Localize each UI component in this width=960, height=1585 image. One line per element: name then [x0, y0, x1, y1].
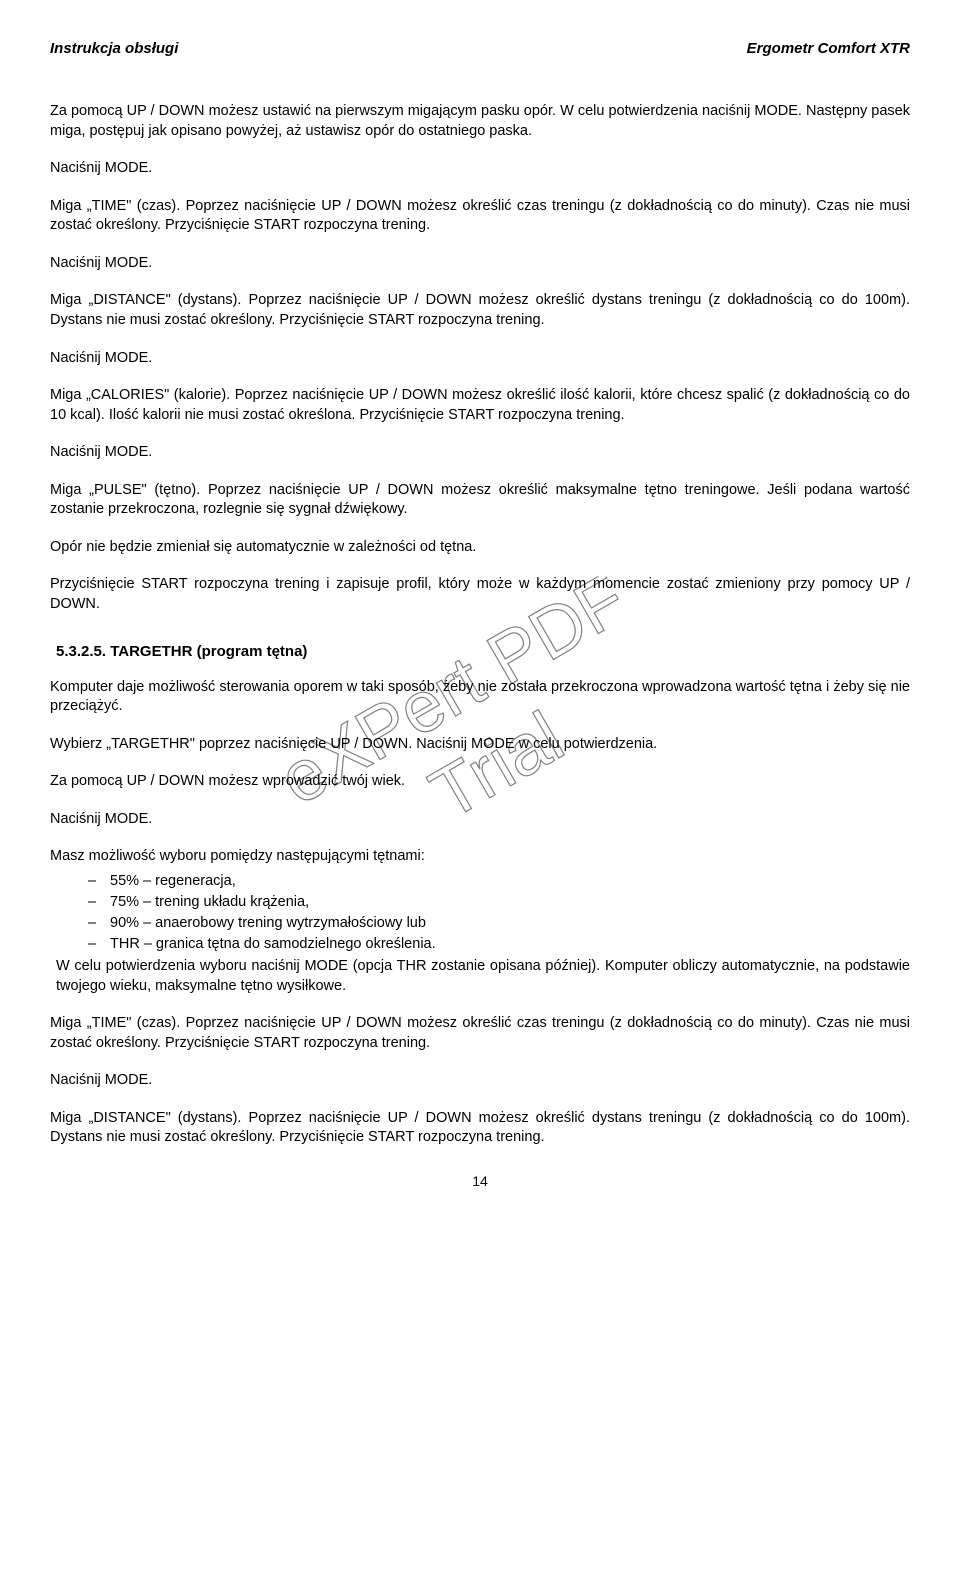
paragraph: Za pomocą UP / DOWN możesz wprowadzić tw… [50, 772, 910, 792]
paragraph: Opór nie będzie zmieniał się automatyczn… [50, 538, 910, 558]
paragraph: Miga „TIME" (czas). Poprzez naciśnięcie … [50, 1014, 910, 1053]
bullet-list: 55% – regeneracja, 75% – trening układu … [50, 871, 910, 955]
document-body: Za pomocą UP / DOWN możesz ustawić na pi… [50, 102, 910, 1148]
paragraph: Naciśnij MODE. [50, 349, 910, 369]
list-item: 75% – trening układu krążenia, [88, 892, 910, 913]
page-header: Instrukcja obsługi Ergometr Comfort XTR [50, 40, 910, 57]
paragraph: Wybierz „TARGETHR" poprzez naciśnięcie U… [50, 735, 910, 755]
paragraph: Miga „DISTANCE" (dystans). Poprzez naciś… [50, 291, 910, 330]
paragraph: Komputer daje możliwość sterowania opore… [50, 678, 910, 717]
paragraph: Miga „CALORIES" (kalorie). Poprzez naciś… [50, 386, 910, 425]
paragraph: Naciśnij MODE. [50, 1071, 910, 1091]
paragraph: Miga „TIME" (czas). Poprzez naciśnięcie … [50, 197, 910, 236]
paragraph: Naciśnij MODE. [50, 443, 910, 463]
list-item: 55% – regeneracja, [88, 871, 910, 892]
section-heading: 5.3.2.5. TARGETHR (program tętna) [50, 643, 910, 660]
paragraph: Naciśnij MODE. [50, 159, 910, 179]
paragraph: Miga „DISTANCE" (dystans). Poprzez naciś… [50, 1109, 910, 1148]
paragraph: Masz możliwość wyboru pomiędzy następują… [50, 847, 910, 867]
paragraph: Naciśnij MODE. [50, 810, 910, 830]
paragraph: W celu potwierdzenia wyboru naciśnij MOD… [50, 957, 910, 996]
list-item: THR – granica tętna do samodzielnego okr… [88, 934, 910, 955]
page-number: 14 [50, 1173, 910, 1189]
paragraph: Przyciśnięcie START rozpoczyna trening i… [50, 575, 910, 614]
header-left: Instrukcja obsługi [50, 40, 178, 57]
paragraph: Za pomocą UP / DOWN możesz ustawić na pi… [50, 102, 910, 141]
header-right: Ergometr Comfort XTR [747, 40, 910, 57]
paragraph: Naciśnij MODE. [50, 254, 910, 274]
list-item: 90% – anaerobowy trening wytrzymałościow… [88, 913, 910, 934]
paragraph: Miga „PULSE" (tętno). Poprzez naciśnięci… [50, 481, 910, 520]
